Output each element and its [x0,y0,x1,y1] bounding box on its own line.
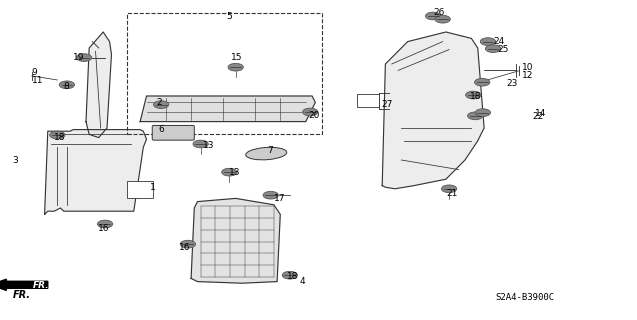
Text: 19: 19 [73,53,85,62]
Text: S2A4-B3900C: S2A4-B3900C [495,293,554,302]
Text: 26: 26 [434,8,445,17]
Circle shape [466,91,481,99]
Text: 25: 25 [497,45,508,54]
Circle shape [59,81,75,89]
Text: 4: 4 [299,277,305,286]
Circle shape [475,109,490,116]
Circle shape [485,45,501,52]
Polygon shape [191,198,280,283]
Text: FR.: FR. [33,281,50,290]
Polygon shape [86,32,111,138]
Text: 22: 22 [532,112,543,121]
Text: FR.: FR. [13,290,31,300]
Text: 10: 10 [522,63,534,72]
Text: 6: 6 [158,125,164,134]
Polygon shape [45,130,147,214]
Circle shape [475,78,490,86]
Text: 14: 14 [535,109,547,118]
Polygon shape [382,32,484,189]
Bar [357,94,379,107]
Text: 11: 11 [32,76,43,84]
Circle shape [228,63,243,71]
Text: 9: 9 [32,68,38,76]
Circle shape [435,15,450,23]
Text: 3: 3 [13,156,18,164]
Text: 27: 27 [381,100,392,108]
Bar [127,13,322,134]
Circle shape [76,54,92,61]
Text: 18: 18 [54,133,66,142]
Circle shape [303,108,318,116]
Circle shape [180,240,196,248]
Circle shape [426,12,441,20]
Bar [127,181,153,198]
Circle shape [222,168,237,176]
Circle shape [441,185,457,193]
Text: 16: 16 [179,244,190,252]
Text: 2: 2 [156,98,162,107]
Text: 1: 1 [150,183,155,192]
Circle shape [50,131,65,139]
Ellipse shape [246,147,287,160]
Text: 8: 8 [64,82,69,91]
Text: 23: 23 [506,79,518,88]
Circle shape [468,112,483,120]
Text: 16: 16 [98,224,110,233]
FancyArrow shape [0,279,48,291]
Text: 7: 7 [268,146,273,155]
Text: 24: 24 [494,37,505,46]
Text: 13: 13 [203,141,214,150]
Text: 15: 15 [231,53,243,62]
Text: 13: 13 [229,168,241,177]
Text: 5: 5 [226,12,233,20]
Text: 20: 20 [308,111,320,120]
Circle shape [193,140,208,148]
Polygon shape [140,96,315,122]
Text: 12: 12 [522,71,534,80]
Text: 18: 18 [470,92,482,100]
FancyBboxPatch shape [152,125,194,140]
Circle shape [282,271,297,279]
Text: 17: 17 [274,194,285,203]
Circle shape [263,191,278,199]
Circle shape [97,220,113,228]
Circle shape [154,101,169,108]
Circle shape [480,38,496,45]
Text: 21: 21 [447,189,458,198]
Text: 18: 18 [287,272,298,281]
